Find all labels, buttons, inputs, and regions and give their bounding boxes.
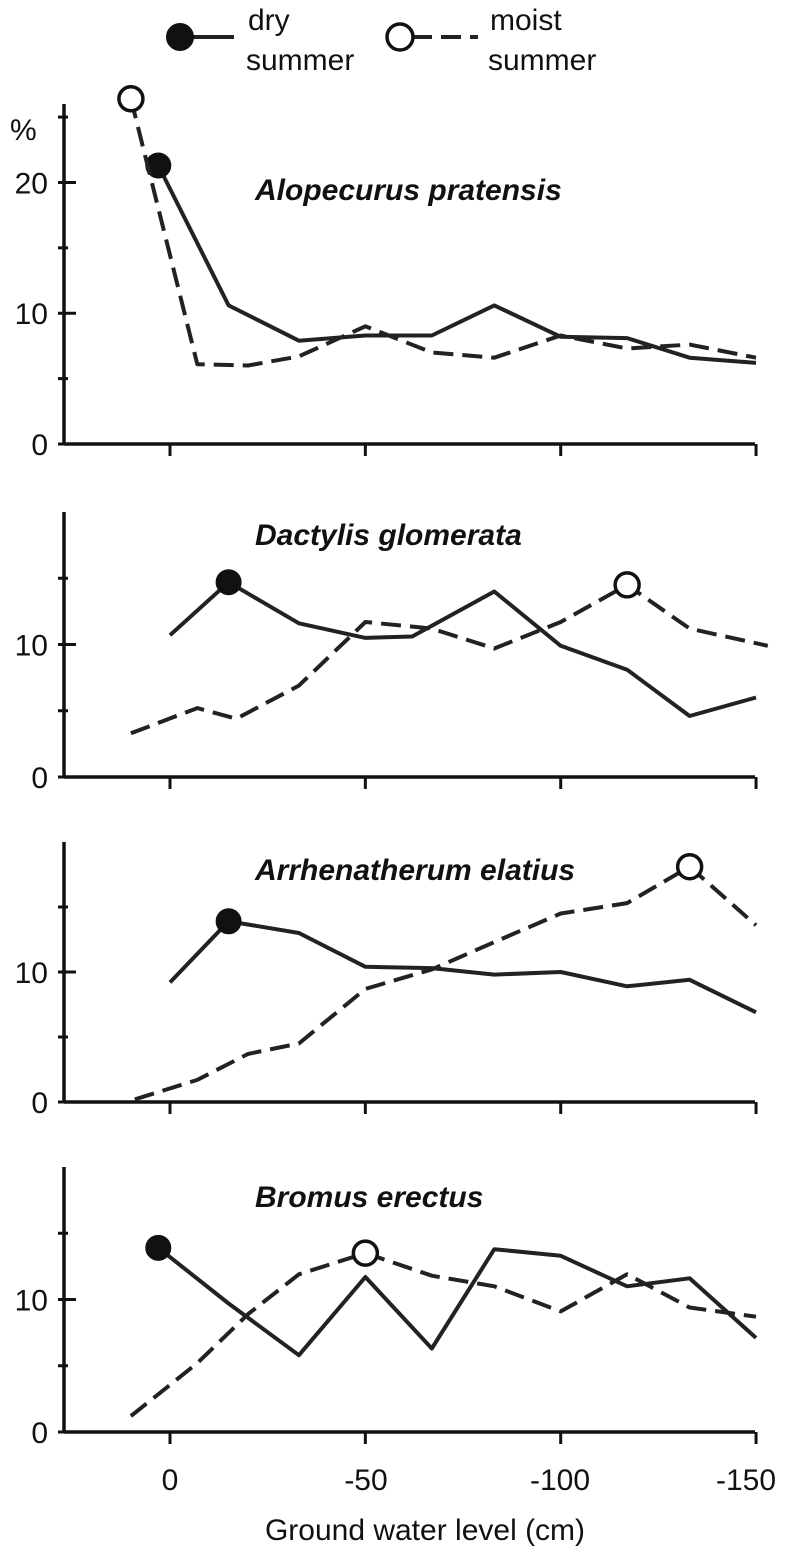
- panel-bromus-erectus: 0 10 Bromus erectus: [15, 1167, 758, 1450]
- series-line-moist-summer: [130, 582, 769, 736]
- x-tick-label-minus150: -150: [716, 1464, 776, 1497]
- panel-alopecurus-pratensis: 0 10 20% Alopecurus pratensis: [10, 85, 758, 462]
- series-line-moist-summer: [129, 1251, 757, 1418]
- panels-group: 0 10 20% Alopecurus pratensis 0 10 Dactylis gl…: [10, 85, 769, 1450]
- y-tick-label: 20: [15, 167, 48, 200]
- y-tick-label: 10: [15, 957, 48, 990]
- marker-dry-summer-peak: [215, 908, 242, 935]
- panel-title: Dactylis glomerata: [255, 519, 522, 552]
- panel-title: Bromus erectus: [255, 1181, 483, 1214]
- x-axis-labels: 0 -50 -100 -150 Ground water level (cm): [162, 1464, 776, 1547]
- marker-moist-summer-peak: [351, 1239, 380, 1267]
- series-line-dry-summer: [168, 580, 757, 718]
- legend-dry-label-line2: summer: [246, 44, 354, 77]
- x-axis-title: Ground water level (cm): [265, 1514, 585, 1547]
- x-tick-label-minus100: -100: [530, 1464, 590, 1497]
- y-tick-label: 0: [31, 1417, 48, 1450]
- legend-moist-label-line2: summer: [488, 44, 596, 77]
- y-tick-label: 0: [31, 762, 48, 795]
- legend-moist-label-line1: moist: [490, 4, 562, 37]
- y-unit-label: %: [10, 114, 37, 147]
- y-tick-label: 10: [15, 630, 48, 663]
- legend-moist-marker: [385, 22, 415, 52]
- y-tick-label: 10: [15, 1285, 48, 1318]
- marker-dry-summer-peak: [215, 569, 242, 596]
- y-tick-label: 0: [31, 429, 48, 462]
- legend-dry-label-line1: dry: [248, 4, 290, 37]
- marker-moist-summer-peak: [675, 852, 704, 881]
- marker-moist-summer-peak: [117, 85, 145, 113]
- series-line-moist-summer: [134, 864, 758, 1102]
- y-tick-label: 10: [15, 298, 48, 331]
- series-line-dry-summer: [156, 164, 757, 365]
- series-line-dry-summer: [157, 1246, 758, 1358]
- legend-dry-marker: [166, 23, 194, 51]
- x-tick-label-minus50: -50: [344, 1464, 387, 1497]
- series-line-dry-summer: [168, 919, 757, 1015]
- marker-dry-summer-peak: [145, 1234, 172, 1261]
- legend: dry summer moist summer: [166, 4, 596, 77]
- y-tick-label: 0: [31, 1087, 48, 1120]
- marker-moist-summer-peak: [613, 571, 641, 599]
- panel-title: Arrhenatherum elatius: [254, 854, 575, 887]
- panel-arrhenatherum-elatius: 0 10 Arrhenatherum elatius: [15, 842, 758, 1120]
- series-line-moist-summer: [128, 98, 757, 368]
- x-tick-label-0: 0: [162, 1464, 179, 1497]
- panel-dactylis-glomerata: 0 10 Dactylis glomerata: [15, 512, 769, 795]
- panel-title: Alopecurus pratensis: [254, 174, 562, 207]
